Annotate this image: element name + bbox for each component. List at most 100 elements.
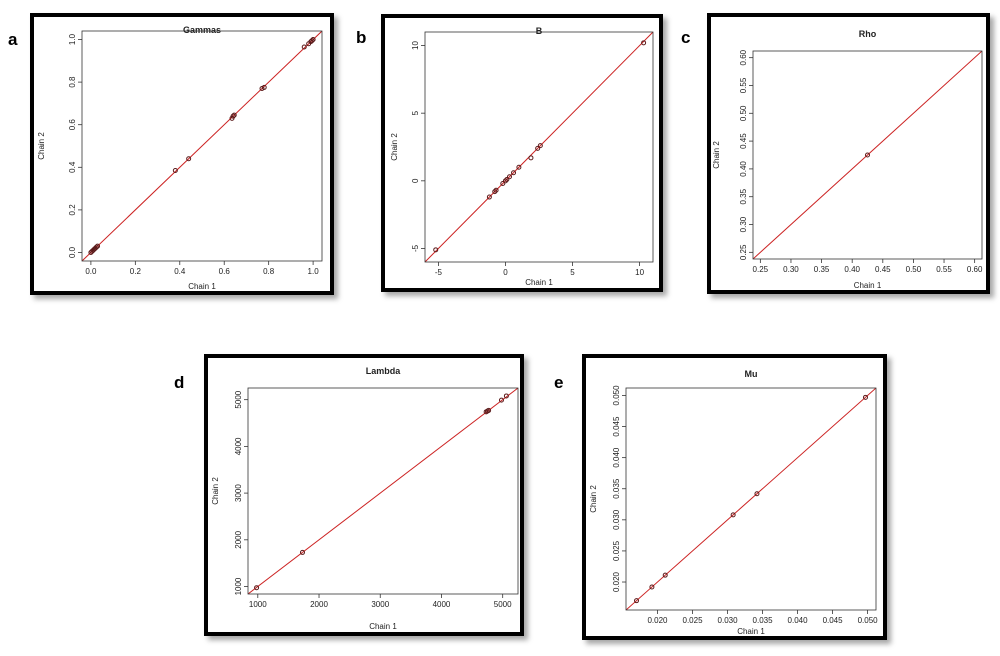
chart-svg-mu: Mu 0.020 0.025 0.030 0.035 0.040 0.045 0.050 0.0… <box>589 369 878 636</box>
panel-letter-c: c <box>681 28 691 47</box>
data-point <box>95 243 101 249</box>
y-axis-label: Chain 2 <box>712 141 721 169</box>
y-tick-label: 0.35 <box>739 188 748 204</box>
panel-letter-d: d <box>174 373 185 392</box>
plot-frame <box>424 31 654 263</box>
data-point <box>309 38 315 44</box>
x-axis-label: Chain 1 <box>369 622 397 631</box>
x-tick-label: 3000 <box>371 600 389 609</box>
x-tick-label: 0.60 <box>967 265 983 274</box>
y-tick-label: 0.045 <box>612 416 621 437</box>
data-point <box>433 247 439 253</box>
x-tick-label: 1000 <box>249 600 267 609</box>
y-tick-label: 5 <box>411 110 420 115</box>
x-tick-label: 0.6 <box>219 267 231 276</box>
x-tick-label: 0.25 <box>753 265 769 274</box>
plot-frame <box>625 387 877 611</box>
y-tick-label: 0.4 <box>68 161 77 173</box>
x-tick-label: 0.025 <box>683 616 704 625</box>
data-point <box>516 164 522 170</box>
y-tick-label: 0.25 <box>739 244 748 260</box>
data-point <box>511 170 517 176</box>
chart-svg-b: B -5 0 5 10 -5 0 5 10 Chain 1 Chain 2 <box>390 26 654 287</box>
x-tick-label: 0.35 <box>814 265 830 274</box>
x-tick-label: 0.50 <box>906 265 922 274</box>
reference-line <box>248 388 518 594</box>
data-point <box>649 584 655 590</box>
chart-panel-rho: Rho 0.25 0.30 0.35 0.40 0.45 0.50 0.55 0.60 0.25 0… <box>707 13 990 294</box>
data-point <box>862 394 868 400</box>
x-axis-label: Chain 1 <box>737 627 765 636</box>
x-tick-label: 0.45 <box>875 265 891 274</box>
y-tick-label: 0 <box>411 178 420 183</box>
y-tick-label: 0.0 <box>68 246 77 258</box>
x-tick-label: 0.045 <box>823 616 844 625</box>
data-point <box>537 143 543 149</box>
reference-line <box>82 31 322 261</box>
reference-line <box>626 388 876 610</box>
panel-letter-a: a <box>8 30 18 49</box>
data-point <box>299 549 305 555</box>
data-point <box>492 189 498 195</box>
y-tick-label: 5000 <box>234 390 243 408</box>
x-tick-label: 5000 <box>494 600 512 609</box>
x-tick-label: 1.0 <box>308 267 320 276</box>
y-tick-label: 0.45 <box>739 133 748 149</box>
data-point <box>662 572 668 578</box>
x-tick-label: 5 <box>570 268 575 277</box>
x-tick-label: 0.035 <box>753 616 774 625</box>
x-tick-label: 0.040 <box>788 616 809 625</box>
y-tick-label: 0.2 <box>68 204 77 216</box>
y-tick-label: 0.050 <box>612 385 621 406</box>
x-tick-label: 0.2 <box>130 267 142 276</box>
chart-svg-lambda: Lambda 1000 2000 3000 4000 5000 1000 2000 3000 40… <box>211 366 519 631</box>
x-tick-label: 2000 <box>310 600 328 609</box>
x-axis-label: Chain 1 <box>854 281 882 290</box>
y-tick-label: 0.60 <box>739 49 748 65</box>
y-tick-label: 0.030 <box>612 509 621 530</box>
data-point <box>230 113 236 119</box>
data-point <box>754 491 760 497</box>
data-point <box>641 40 647 46</box>
chart-title: Gammas <box>183 25 221 35</box>
data-point <box>634 598 640 604</box>
data-point <box>506 174 512 180</box>
x-tick-label: 0.40 <box>844 265 860 274</box>
chart-title: Mu <box>745 369 758 379</box>
data-point <box>865 152 870 158</box>
chart-title: B <box>536 26 543 36</box>
data-point <box>502 178 508 184</box>
x-tick-label: -5 <box>435 268 443 277</box>
data-point <box>500 181 506 187</box>
plot-frame <box>247 387 519 595</box>
data-point <box>503 393 509 399</box>
y-tick-label: 0.6 <box>68 119 77 131</box>
chart-title: Rho <box>859 29 877 39</box>
data-point <box>231 112 237 118</box>
data-point <box>254 585 260 591</box>
y-tick-label: 2000 <box>234 530 243 548</box>
y-tick-label: 0.020 <box>612 571 621 592</box>
x-tick-label: 10 <box>635 268 644 277</box>
chart-panel-lambda: Lambda 1000 2000 3000 4000 5000 1000 2000 3000 40… <box>204 354 524 636</box>
data-point <box>528 155 534 161</box>
y-tick-label: 0.30 <box>739 216 748 232</box>
y-tick-label: 0.025 <box>612 540 621 561</box>
data-point <box>310 37 316 43</box>
chart-panel-gammas: Gammas 0.0 0.2 0.4 0.6 0.8 1.0 0.0 0.2 0.4 0.6 0.8 1… <box>30 13 334 295</box>
data-point <box>486 194 492 200</box>
plot-frame <box>81 30 323 262</box>
chart-panel-mu: Mu 0.020 0.025 0.030 0.035 0.040 0.045 0.050 0.0… <box>582 354 887 640</box>
data-point <box>93 244 99 250</box>
x-tick-label: 0.4 <box>174 267 186 276</box>
x-tick-label: 0.030 <box>718 616 739 625</box>
chart-svg-rho: Rho 0.25 0.30 0.35 0.40 0.45 0.50 0.55 0.60 0.25 0… <box>712 29 983 290</box>
data-point <box>504 176 510 182</box>
y-tick-label: 0.8 <box>68 76 77 88</box>
y-tick-label: 10 <box>411 41 420 50</box>
y-tick-label: 0.55 <box>739 77 748 93</box>
y-axis-label: Chain 2 <box>37 132 46 160</box>
x-tick-label: 0.30 <box>783 265 799 274</box>
x-axis-label: Chain 1 <box>188 282 216 291</box>
y-tick-label: 1000 <box>234 577 243 595</box>
